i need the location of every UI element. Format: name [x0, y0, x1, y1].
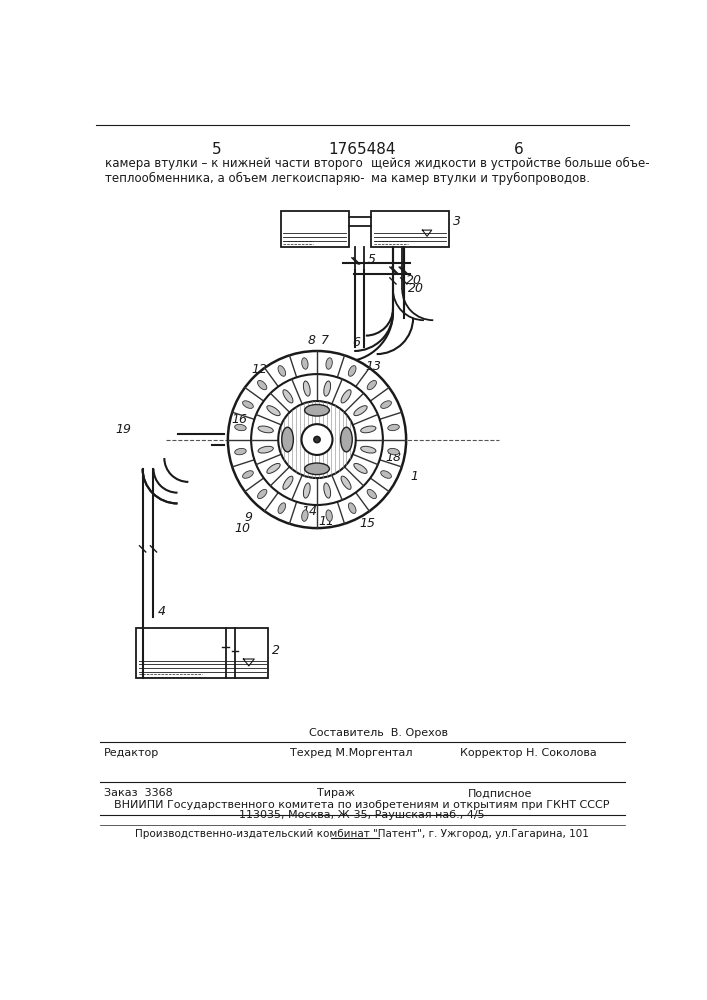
Ellipse shape: [354, 463, 367, 473]
Ellipse shape: [258, 446, 274, 453]
Circle shape: [314, 436, 320, 443]
Ellipse shape: [361, 426, 376, 433]
Bar: [371, 211, 449, 247]
Ellipse shape: [341, 390, 351, 403]
Circle shape: [228, 351, 406, 528]
Ellipse shape: [305, 463, 329, 475]
Text: 5: 5: [211, 142, 221, 157]
Text: ВНИИПИ Государственного комитета по изобретениям и открытиям при ГКНТ СССР: ВНИИПИ Государственного комитета по изоб…: [115, 800, 609, 810]
Ellipse shape: [324, 381, 331, 396]
Ellipse shape: [267, 406, 280, 416]
Ellipse shape: [278, 366, 286, 376]
Bar: [136, 628, 268, 678]
Text: Составитель  В. Орехов: Составитель В. Орехов: [309, 728, 448, 738]
Ellipse shape: [243, 401, 253, 408]
Text: 16: 16: [232, 413, 247, 426]
Text: 7: 7: [321, 334, 329, 347]
Text: 6: 6: [352, 336, 360, 349]
Ellipse shape: [305, 405, 329, 416]
Text: 1765484: 1765484: [328, 142, 396, 157]
Ellipse shape: [281, 427, 293, 452]
Ellipse shape: [267, 463, 280, 473]
Text: 113035, Москва, Ж-35, Раушская наб., 4/5: 113035, Москва, Ж-35, Раушская наб., 4/5: [239, 810, 485, 820]
Text: 4: 4: [158, 605, 165, 618]
Text: 11: 11: [319, 515, 334, 528]
Ellipse shape: [367, 380, 376, 390]
Ellipse shape: [278, 503, 286, 513]
Text: 10: 10: [234, 522, 250, 535]
Ellipse shape: [303, 483, 310, 498]
Circle shape: [301, 424, 332, 455]
Text: 5: 5: [368, 253, 376, 266]
Text: камера втулки – к нижней части второго
теплообменника, а объем легкоиспаряю-: камера втулки – к нижней части второго т…: [105, 157, 365, 185]
Text: 9: 9: [245, 511, 253, 524]
Ellipse shape: [380, 401, 392, 408]
Circle shape: [251, 374, 383, 505]
Ellipse shape: [367, 489, 376, 499]
Text: Редактор: Редактор: [104, 748, 159, 758]
Text: 1: 1: [410, 470, 418, 483]
Ellipse shape: [235, 424, 246, 431]
Ellipse shape: [326, 358, 332, 369]
Text: 12: 12: [251, 363, 267, 376]
Ellipse shape: [361, 446, 376, 453]
Text: 19: 19: [115, 423, 132, 436]
Ellipse shape: [303, 381, 310, 396]
Text: 20: 20: [408, 282, 423, 295]
Ellipse shape: [341, 476, 351, 489]
Ellipse shape: [354, 406, 367, 416]
Ellipse shape: [324, 483, 331, 498]
Ellipse shape: [243, 471, 253, 478]
Text: 3: 3: [452, 215, 461, 228]
Ellipse shape: [387, 424, 399, 431]
Ellipse shape: [257, 489, 267, 499]
Ellipse shape: [302, 358, 308, 369]
Bar: [281, 211, 349, 247]
Circle shape: [279, 401, 356, 478]
Ellipse shape: [257, 380, 267, 390]
Ellipse shape: [283, 476, 293, 489]
Text: Тираж: Тираж: [317, 788, 355, 798]
Text: 20: 20: [406, 274, 422, 287]
Text: Корректор Н. Соколова: Корректор Н. Соколова: [460, 748, 597, 758]
Text: щейся жидкости в устройстве больше объе-
ма камер втулки и трубопроводов.: щейся жидкости в устройстве больше объе-…: [371, 157, 650, 185]
Text: 2: 2: [272, 644, 280, 657]
Ellipse shape: [258, 426, 274, 433]
Ellipse shape: [380, 471, 392, 478]
Text: 18: 18: [385, 451, 401, 464]
Ellipse shape: [302, 510, 308, 521]
Ellipse shape: [326, 510, 332, 521]
Ellipse shape: [349, 366, 356, 376]
Text: Заказ  3368: Заказ 3368: [104, 788, 173, 798]
Text: Производственно-издательский комбинат "Патент", г. Ужгород, ул.Гагарина, 101: Производственно-издательский комбинат "П…: [135, 829, 589, 839]
Text: 15: 15: [360, 517, 375, 530]
Text: 6: 6: [513, 142, 523, 157]
Ellipse shape: [349, 503, 356, 513]
Ellipse shape: [341, 427, 352, 452]
Text: 13: 13: [365, 360, 381, 373]
Text: 14: 14: [301, 505, 317, 518]
Text: Подписное: Подписное: [468, 788, 532, 798]
Ellipse shape: [387, 448, 399, 455]
Ellipse shape: [283, 390, 293, 403]
Ellipse shape: [235, 448, 246, 455]
Text: 8: 8: [308, 334, 316, 347]
Text: Техред М.Моргентал: Техред М.Моргентал: [290, 748, 412, 758]
